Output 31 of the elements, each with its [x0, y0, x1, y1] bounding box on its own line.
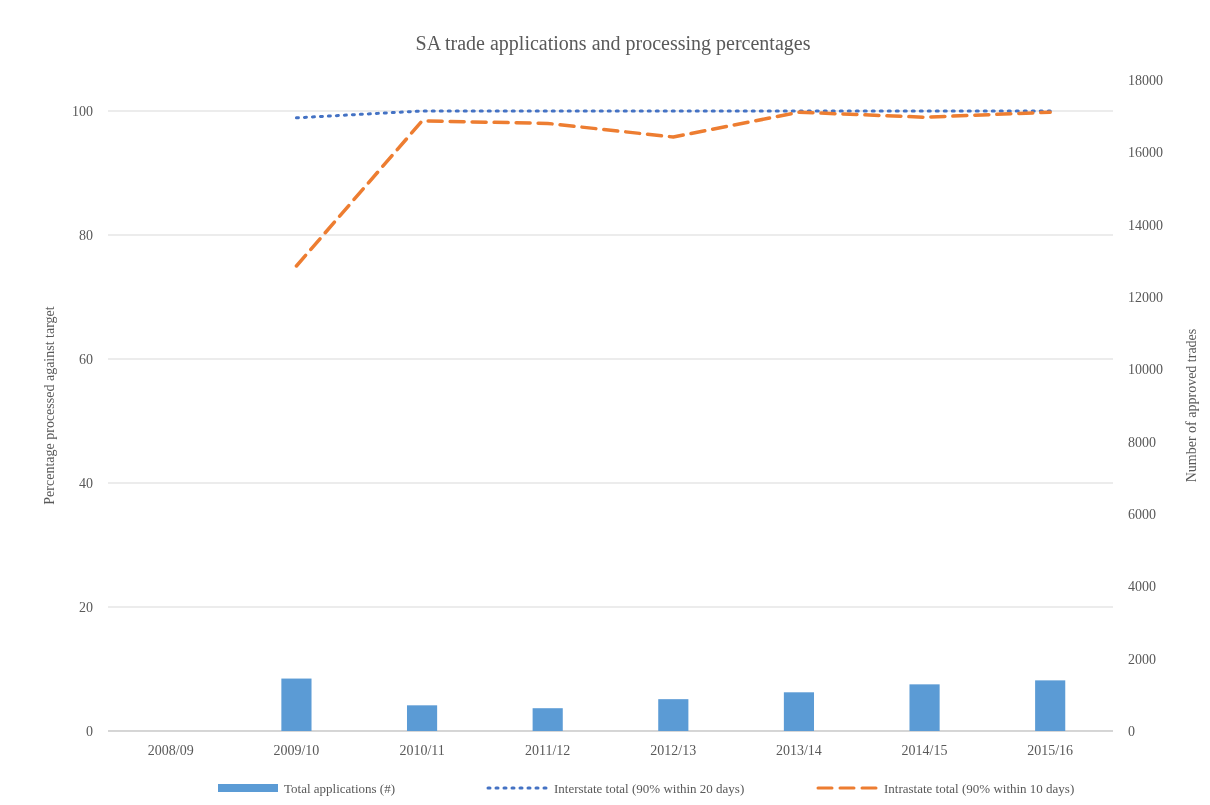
x-tick-label: 2010/11 [399, 743, 445, 758]
x-tick-label: 2015/16 [1027, 743, 1074, 758]
y2-tick-label: 16000 [1128, 145, 1163, 161]
y2-tick-label: 2000 [1128, 651, 1156, 667]
y-tick-label: 0 [86, 724, 93, 739]
legend-label: Intrastate total (90% within 10 days) [884, 781, 1075, 796]
y2-tick-label: 14000 [1128, 217, 1163, 233]
y-tick-label: 40 [79, 476, 93, 491]
x-tick-label: 2009/10 [273, 743, 320, 758]
line-series [294, 110, 1052, 268]
x-tick-label: 2014/15 [901, 743, 948, 758]
legend-label: Total applications (#) [284, 781, 396, 796]
y-tick-label: 60 [79, 352, 93, 367]
y2-tick-label: 4000 [1128, 579, 1156, 595]
y-axis-title: Percentage processed against target [42, 306, 57, 505]
x-tick-label: 2011/12 [525, 743, 571, 758]
x-tick-label: 2012/13 [650, 743, 697, 758]
y2-tick-label: 0 [1128, 724, 1135, 739]
y2-tick-label: 8000 [1128, 434, 1156, 450]
y2-tick-label: 10000 [1128, 362, 1163, 378]
y2-axis-title: Number of approved trades [1184, 328, 1199, 483]
y-tick-label: 80 [79, 228, 93, 243]
y2-tick-label: 6000 [1128, 507, 1156, 522]
y2-tick-label: 12000 [1128, 290, 1163, 305]
x-tick-label: 2013/14 [775, 743, 822, 758]
legend-label: Interstate total (90% within 20 days) [554, 781, 745, 796]
y2-tick-label: 18000 [1128, 73, 1163, 88]
y-tick-label: 100 [72, 104, 93, 119]
y-tick-label: 20 [79, 600, 93, 615]
chart-title: SA trade applications and processing percentages [415, 32, 811, 55]
x-tick-label: 2008/09 [147, 743, 194, 758]
